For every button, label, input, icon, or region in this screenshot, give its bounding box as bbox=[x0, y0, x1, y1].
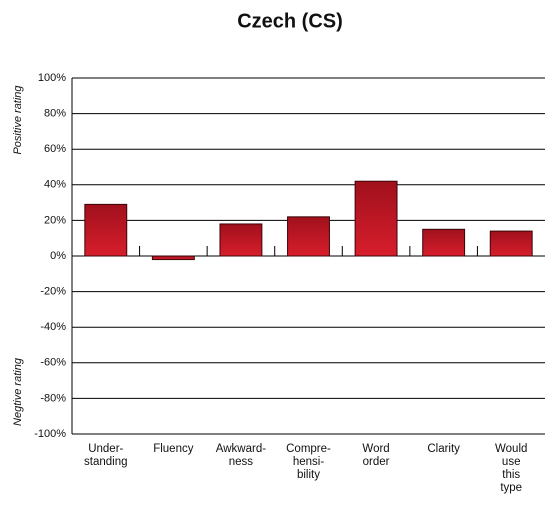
bar bbox=[151, 255, 195, 261]
x-tick-label: Under- standing bbox=[84, 443, 128, 468]
y-tick-label: 0% bbox=[50, 250, 66, 262]
y-tick-label: 60% bbox=[44, 143, 66, 155]
y-axis-label: Negtive rating bbox=[12, 357, 24, 426]
y-tick-label: 100% bbox=[38, 72, 66, 84]
y-tick-label: -80% bbox=[40, 392, 66, 404]
bar bbox=[354, 180, 398, 257]
bar bbox=[219, 223, 263, 257]
chart-title: Czech (CS) bbox=[237, 10, 343, 32]
x-tick-label: Awkward- ness bbox=[215, 443, 267, 468]
y-tick-label: -60% bbox=[40, 357, 66, 369]
bar bbox=[422, 228, 466, 257]
x-tick-label: Clarity bbox=[427, 443, 460, 455]
x-tick-label: Compre- hensi- bility bbox=[286, 443, 331, 481]
x-tick-label: Word order bbox=[362, 443, 390, 468]
y-tick-label: -20% bbox=[40, 286, 66, 298]
y-tick-label: 80% bbox=[44, 108, 66, 120]
y-tick-label: -100% bbox=[34, 428, 66, 440]
bar bbox=[84, 203, 128, 257]
bar bbox=[489, 230, 533, 257]
y-axis-label: Positive rating bbox=[12, 85, 24, 155]
y-tick-label: 40% bbox=[44, 179, 66, 191]
y-tick-label: 20% bbox=[44, 214, 66, 226]
x-tick-label: Would use this type bbox=[495, 443, 528, 494]
y-tick-label: -40% bbox=[40, 321, 66, 333]
x-tick-label: Fluency bbox=[153, 443, 194, 455]
bar bbox=[287, 216, 330, 257]
